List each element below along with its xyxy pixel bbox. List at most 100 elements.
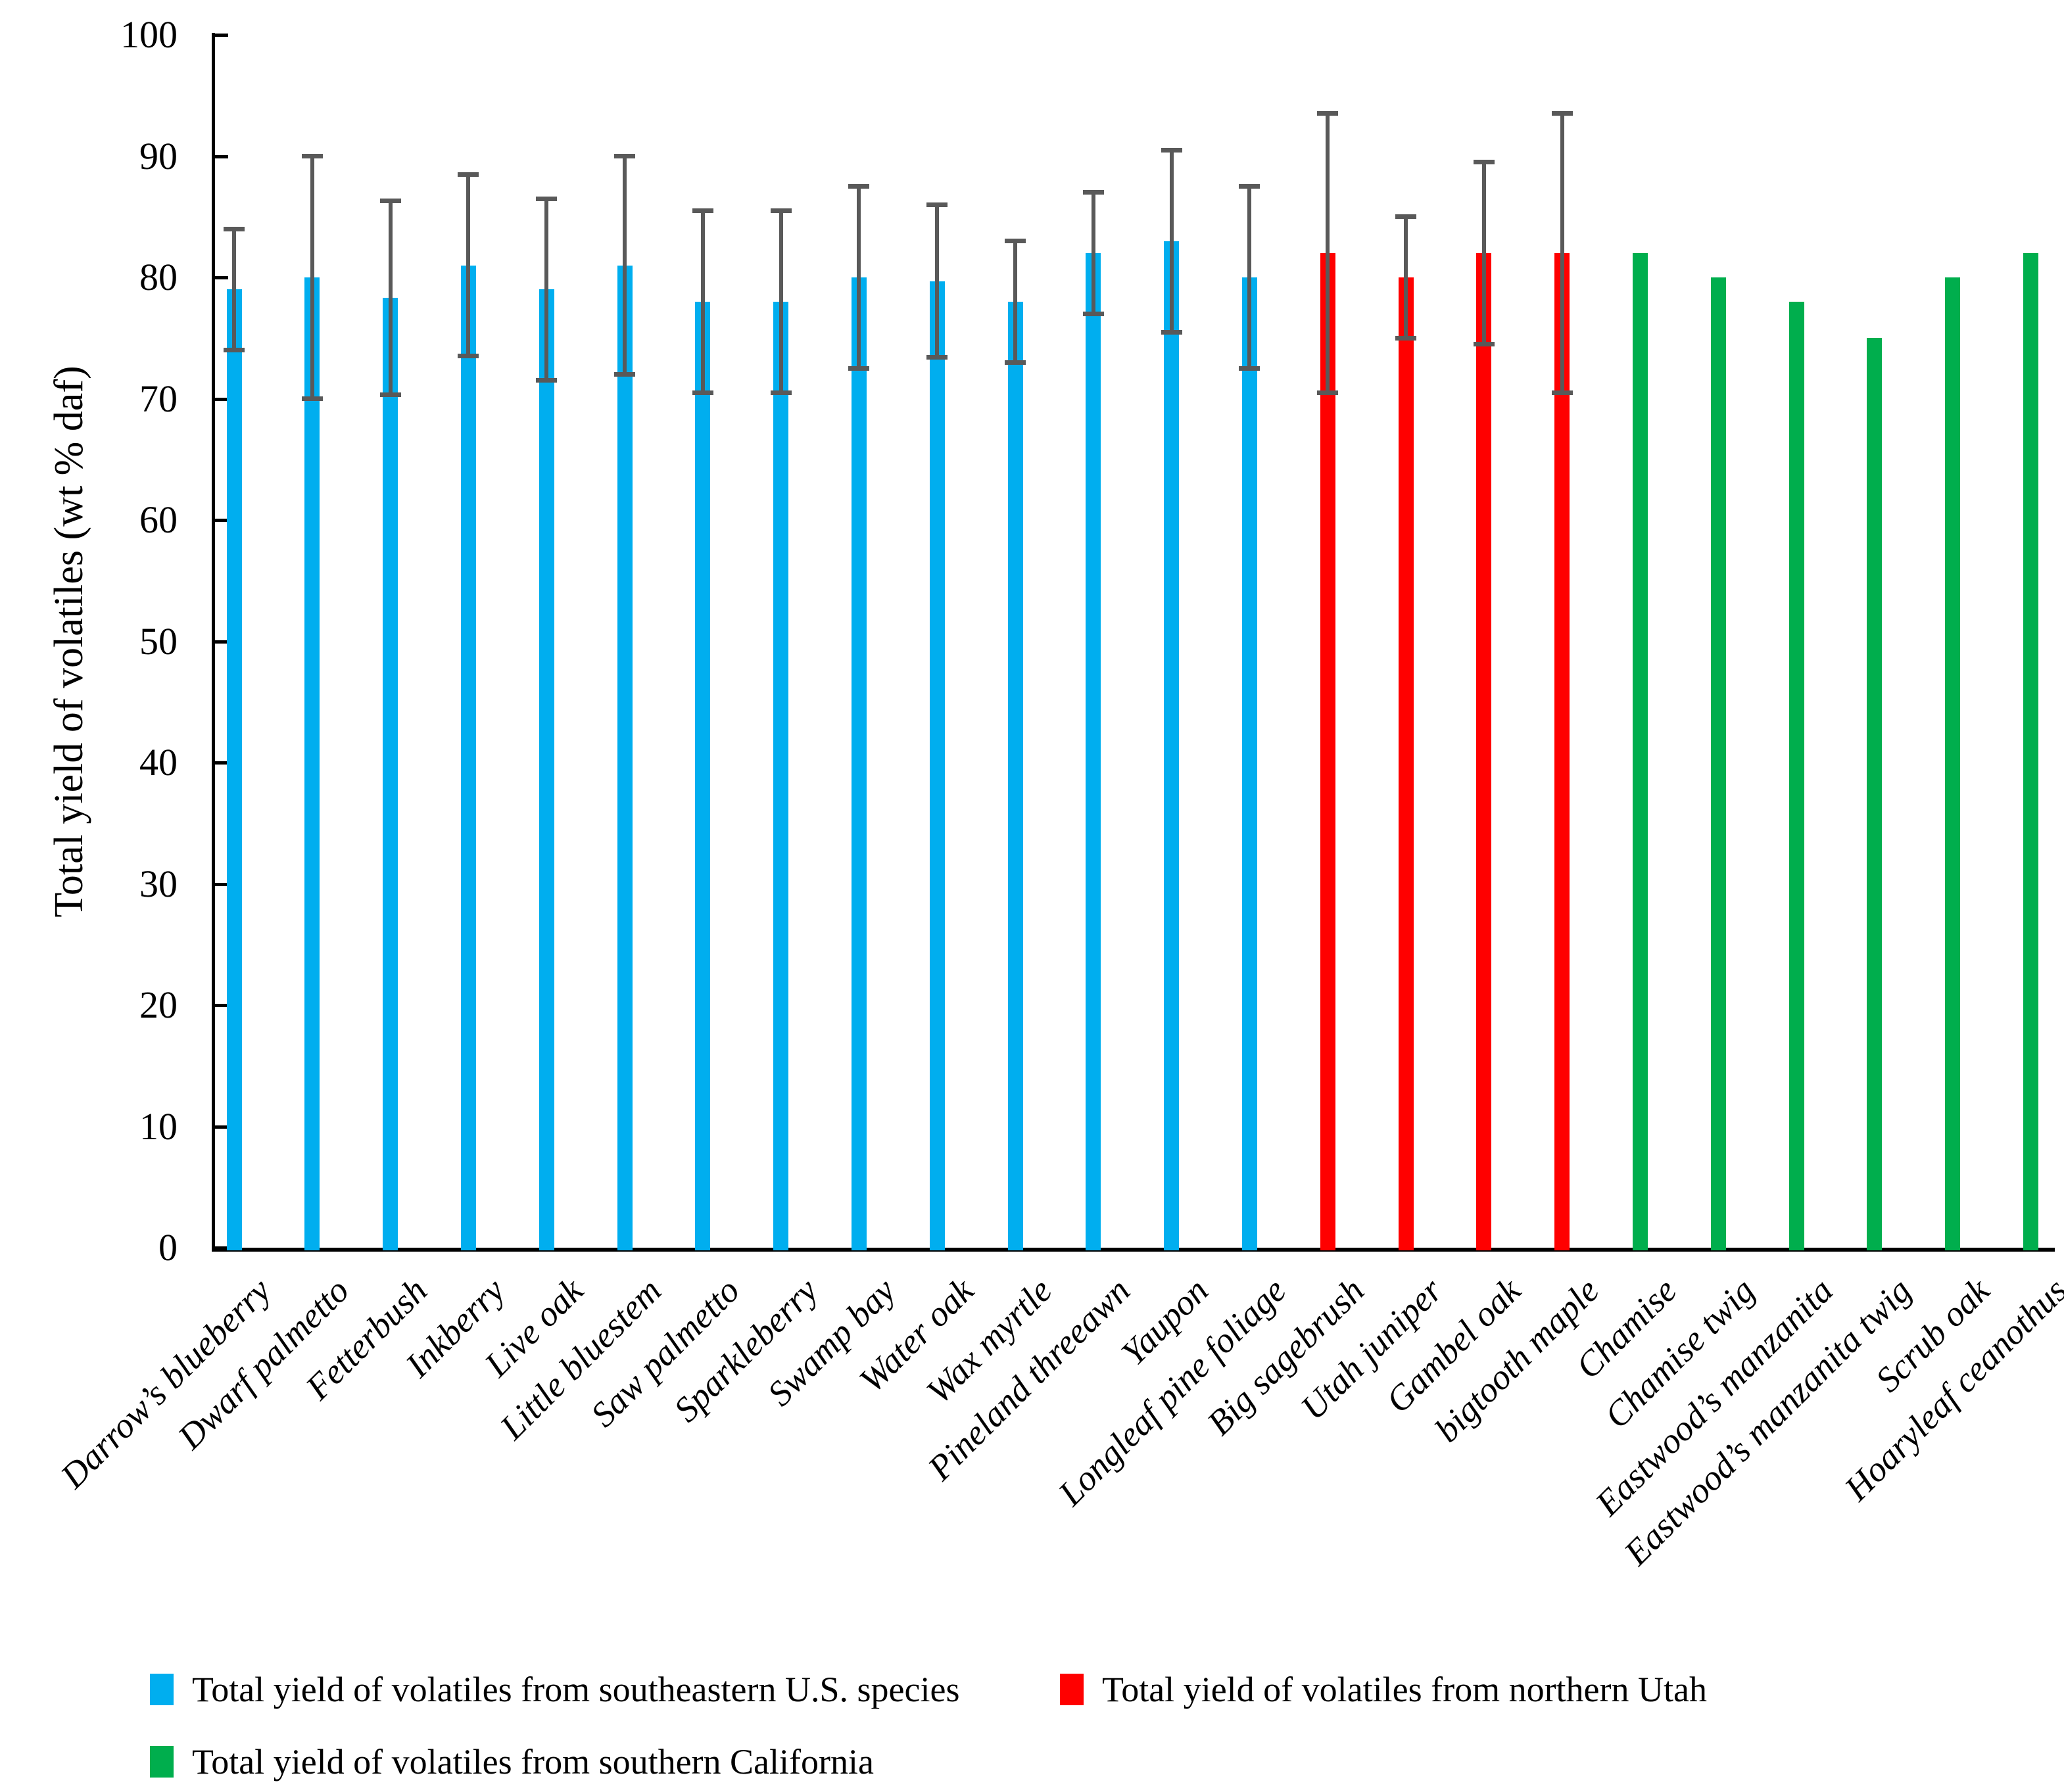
bar bbox=[695, 301, 711, 1250]
y-tick bbox=[215, 640, 228, 644]
error-bar-cap-top bbox=[1239, 184, 1260, 189]
y-tick-label: 10 bbox=[139, 1104, 178, 1148]
y-axis-line bbox=[212, 33, 215, 1252]
bar bbox=[1476, 253, 1492, 1250]
y-tick bbox=[215, 761, 228, 765]
y-tick-label: 0 bbox=[158, 1226, 178, 1269]
bar bbox=[1710, 277, 1726, 1250]
bar bbox=[1007, 301, 1023, 1250]
bar bbox=[304, 277, 320, 1250]
error-bar-line bbox=[310, 156, 314, 399]
legend-swatch-southeastern-us bbox=[150, 1674, 174, 1705]
error-bar-cap-top bbox=[1551, 111, 1573, 116]
error-bar-line bbox=[1560, 113, 1564, 393]
error-bar-cap-bottom bbox=[614, 372, 635, 377]
y-tick bbox=[215, 34, 228, 37]
error-bar-line bbox=[1404, 216, 1408, 339]
error-bar-cap-top bbox=[1161, 147, 1182, 153]
bar bbox=[2023, 253, 2038, 1250]
error-bar-line bbox=[1481, 162, 1486, 344]
error-bar-cap-bottom bbox=[848, 365, 870, 371]
error-bar-cap-bottom bbox=[224, 348, 245, 353]
bar bbox=[539, 289, 554, 1250]
error-bar-cap-bottom bbox=[1005, 360, 1026, 365]
y-tick-label: 50 bbox=[139, 619, 178, 663]
error-bar-line bbox=[623, 156, 627, 375]
y-tick bbox=[215, 154, 228, 158]
y-tick bbox=[215, 882, 228, 886]
error-bar-cap-bottom bbox=[1395, 335, 1416, 341]
error-bar-line bbox=[544, 199, 549, 381]
error-bar-line bbox=[1169, 150, 1174, 333]
error-bar-cap-bottom bbox=[301, 396, 323, 401]
error-bar-line bbox=[1326, 113, 1330, 393]
error-bar-cap-top bbox=[614, 154, 635, 158]
error-bar-cap-top bbox=[770, 208, 792, 214]
y-tick bbox=[215, 1125, 228, 1129]
error-bar-cap-bottom bbox=[692, 390, 713, 395]
error-bar-line bbox=[1091, 192, 1095, 314]
bar bbox=[1945, 277, 1961, 1250]
y-tick bbox=[215, 397, 228, 401]
bar bbox=[1398, 277, 1414, 1250]
y-tick-label: 70 bbox=[139, 377, 178, 420]
error-bar-cap-bottom bbox=[1551, 390, 1573, 395]
error-bar-cap-top bbox=[1473, 160, 1495, 165]
legend-label-northern-utah: Total yield of volatiles from northern U… bbox=[1102, 1670, 1707, 1709]
legend-swatch-northern-utah bbox=[1060, 1674, 1084, 1705]
bar bbox=[1788, 301, 1804, 1250]
bar bbox=[1164, 241, 1180, 1250]
bar bbox=[1632, 253, 1648, 1250]
y-tick-label: 60 bbox=[139, 498, 178, 541]
error-bar-cap-bottom bbox=[1473, 341, 1495, 346]
error-bar-line bbox=[935, 204, 940, 358]
error-bar-cap-top bbox=[379, 199, 401, 204]
bar bbox=[383, 298, 398, 1250]
legend-swatch-southern-california bbox=[150, 1746, 174, 1778]
y-tick-label: 20 bbox=[139, 983, 178, 1026]
error-bar-line bbox=[700, 210, 705, 393]
error-bar-cap-bottom bbox=[1082, 311, 1104, 316]
error-bar-cap-bottom bbox=[1161, 329, 1182, 335]
y-tick-label: 40 bbox=[139, 741, 178, 784]
error-bar-cap-bottom bbox=[770, 390, 792, 395]
bar bbox=[226, 289, 242, 1250]
error-bar-cap-top bbox=[692, 208, 713, 214]
error-bar-cap-bottom bbox=[1239, 365, 1260, 371]
bar bbox=[773, 301, 789, 1250]
bar bbox=[460, 265, 476, 1250]
legend-label-southeastern-us: Total yield of volatiles from southeaste… bbox=[192, 1670, 960, 1709]
error-bar-cap-bottom bbox=[536, 378, 558, 383]
error-bar-line bbox=[1013, 241, 1017, 363]
y-tick-label: 90 bbox=[139, 134, 178, 177]
error-bar-cap-top bbox=[848, 184, 870, 189]
y-tick bbox=[215, 519, 228, 522]
bar bbox=[1086, 253, 1101, 1250]
bar bbox=[1241, 277, 1257, 1250]
error-bar-cap-top bbox=[1005, 239, 1026, 244]
error-bar-line bbox=[466, 174, 471, 356]
error-bar-cap-bottom bbox=[458, 354, 479, 359]
error-bar-cap-top bbox=[301, 154, 323, 158]
error-bar-cap-bottom bbox=[926, 355, 948, 360]
error-bar-cap-bottom bbox=[1317, 390, 1339, 395]
error-bar-cap-bottom bbox=[379, 392, 401, 398]
error-bar-cap-top bbox=[1395, 214, 1416, 220]
bar bbox=[1320, 253, 1335, 1250]
bar bbox=[617, 265, 633, 1250]
y-tick bbox=[215, 1004, 228, 1007]
error-bar-line bbox=[388, 200, 393, 395]
error-bar-cap-top bbox=[224, 226, 245, 231]
error-bar-line bbox=[232, 229, 236, 350]
bar bbox=[851, 277, 867, 1250]
error-bar-cap-top bbox=[536, 196, 558, 201]
error-bar-line bbox=[1247, 186, 1252, 369]
error-bar-cap-top bbox=[1317, 111, 1339, 116]
bar bbox=[1867, 338, 1883, 1250]
error-bar-line bbox=[857, 186, 861, 369]
legend-label-southern-california: Total yield of volatiles from southern C… bbox=[192, 1742, 874, 1781]
y-tick bbox=[215, 276, 228, 279]
error-bar-line bbox=[779, 210, 783, 393]
error-bar-cap-top bbox=[926, 202, 948, 207]
